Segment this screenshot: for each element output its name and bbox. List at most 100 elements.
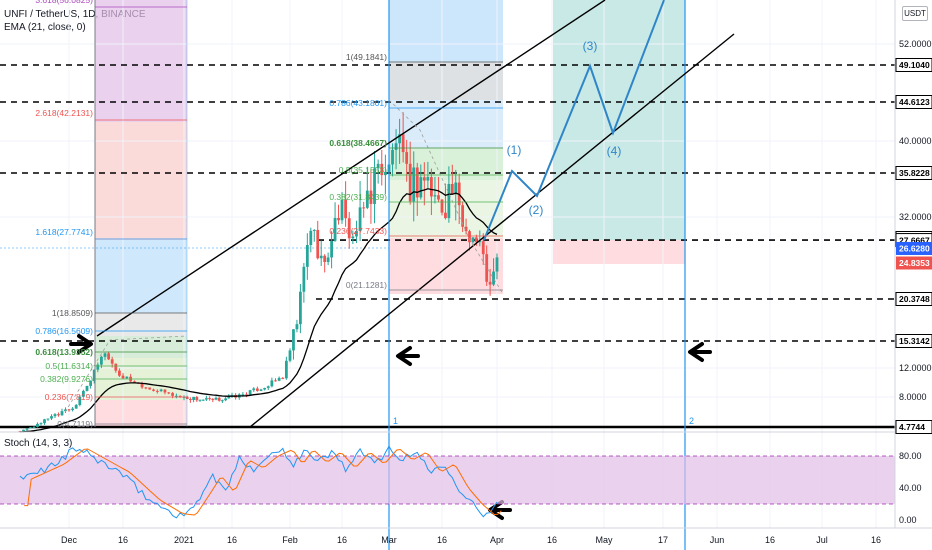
price-label: 35.8228: [899, 168, 930, 178]
candle-body: [305, 244, 309, 267]
price-label: 26.6280: [899, 244, 930, 254]
candle-body: [140, 383, 144, 388]
candle-body: [394, 143, 398, 150]
candle-body: [198, 399, 202, 401]
candle-body: [25, 428, 29, 430]
fib-zone-grey-left: [95, 313, 187, 336]
candle-body: [96, 364, 100, 370]
candle-body: [270, 380, 274, 387]
candle-body: [178, 395, 182, 398]
price-label-box: [895, 166, 932, 180]
candle-body: [174, 395, 178, 397]
candle-body: [398, 134, 401, 144]
price-label-box: [895, 95, 932, 109]
candle-body: [481, 241, 485, 255]
candle-body: [71, 408, 74, 411]
price-label-box: [896, 256, 932, 270]
candle-body: [312, 229, 316, 231]
price-tick-label: 32.0000: [899, 212, 932, 222]
candle-body: [241, 394, 245, 396]
symbol-legend[interactable]: UNFI / TetherUS, 1D, BINANCE: [4, 9, 146, 20]
candle-body: [82, 390, 85, 397]
candle-body: [295, 324, 299, 330]
candle-body: [89, 380, 92, 386]
fib-extension-label: 3.618(56.0825): [35, 0, 93, 5]
candle-body: [362, 207, 366, 209]
candle-body: [330, 240, 333, 258]
candle-body: [485, 254, 489, 282]
vertical-marker-label-2: 2: [689, 416, 694, 426]
candle-body: [148, 387, 152, 390]
loss-zone: [553, 240, 685, 264]
candle-body: [46, 418, 50, 420]
time-tick-label: 16: [227, 535, 237, 545]
candle-body: [299, 291, 302, 325]
candle-body: [248, 390, 252, 395]
main-legend: UNFI / TetherUS, 1D, BINANCE EMA (21, cl…: [4, 8, 146, 34]
candle-body: [32, 426, 36, 428]
price-label: 49.1040: [899, 60, 930, 70]
vertical-marker-label-1: 1: [393, 416, 398, 426]
ema-line: [19, 188, 498, 433]
ema-legend[interactable]: EMA (21, close, 0): [4, 22, 86, 33]
fib-level-label: 0.618(13.9352): [35, 347, 93, 357]
fib-extension-label: 2.618(42.2131): [35, 108, 93, 118]
price-label: 20.3748: [899, 294, 930, 304]
candle-body: [53, 414, 57, 417]
candle-body: [224, 398, 227, 401]
fib-zone-green-left: [95, 336, 187, 358]
candle-body: [337, 217, 340, 221]
candle-body: [152, 389, 155, 391]
candle-body: [288, 350, 292, 361]
candle-body: [252, 388, 256, 391]
candle-body: [405, 152, 409, 164]
candle-body: [281, 377, 285, 379]
candle-body: [167, 392, 171, 394]
candle-body: [373, 168, 376, 204]
fib-level-label: 0.382(31.8439): [329, 192, 387, 202]
candle-body: [415, 167, 419, 198]
candle-body: [189, 399, 192, 401]
candle-body: [340, 199, 344, 221]
candle-body: [468, 231, 471, 243]
time-tick-label: 16: [437, 535, 447, 545]
time-tick-label: Jun: [710, 535, 725, 545]
fib-extension-zone-blue: [95, 240, 187, 313]
fib-level-label: 0.5(11.6314): [45, 361, 93, 371]
candle-body: [365, 190, 369, 208]
candle-body: [133, 381, 136, 383]
candle-body: [376, 163, 380, 169]
arrow-left-icon: [488, 500, 512, 520]
candle-body: [171, 393, 174, 396]
candle-body: [412, 167, 416, 202]
channel-lower-line: [249, 33, 735, 428]
fib-level-label: 1(18.8509): [52, 308, 93, 318]
time-tick-label: 16: [871, 535, 881, 545]
currency-badge[interactable]: USDT: [902, 6, 928, 21]
price-label-box: [895, 292, 932, 306]
time-tick-label: 16: [118, 535, 128, 545]
candle-body: [110, 359, 114, 364]
price-label-box: [895, 334, 932, 348]
price-label-box: [896, 241, 932, 255]
candle-body: [85, 385, 89, 391]
time-tick-label: May: [595, 535, 613, 545]
candle-body: [369, 190, 373, 204]
fib-level-label: 0(4.7119): [57, 419, 93, 429]
candle-body: [316, 229, 320, 259]
stoch-legend-label[interactable]: Stoch (14, 3, 3): [4, 438, 73, 449]
candle-body: [208, 398, 211, 400]
price-label-box: [895, 58, 932, 72]
candle-body: [100, 356, 103, 365]
candle-body: [92, 369, 96, 381]
candle-body: [277, 377, 281, 381]
candle-body: [408, 163, 412, 202]
fib-level-label: 0.236(27.7433): [329, 226, 387, 236]
time-tick-label: 17: [658, 535, 668, 545]
candle-body: [422, 177, 426, 181]
candle-body: [144, 387, 148, 389]
candle-body: [50, 416, 53, 419]
candle-body: [29, 427, 32, 429]
fib-zone-lightgreen-right: [389, 180, 503, 238]
